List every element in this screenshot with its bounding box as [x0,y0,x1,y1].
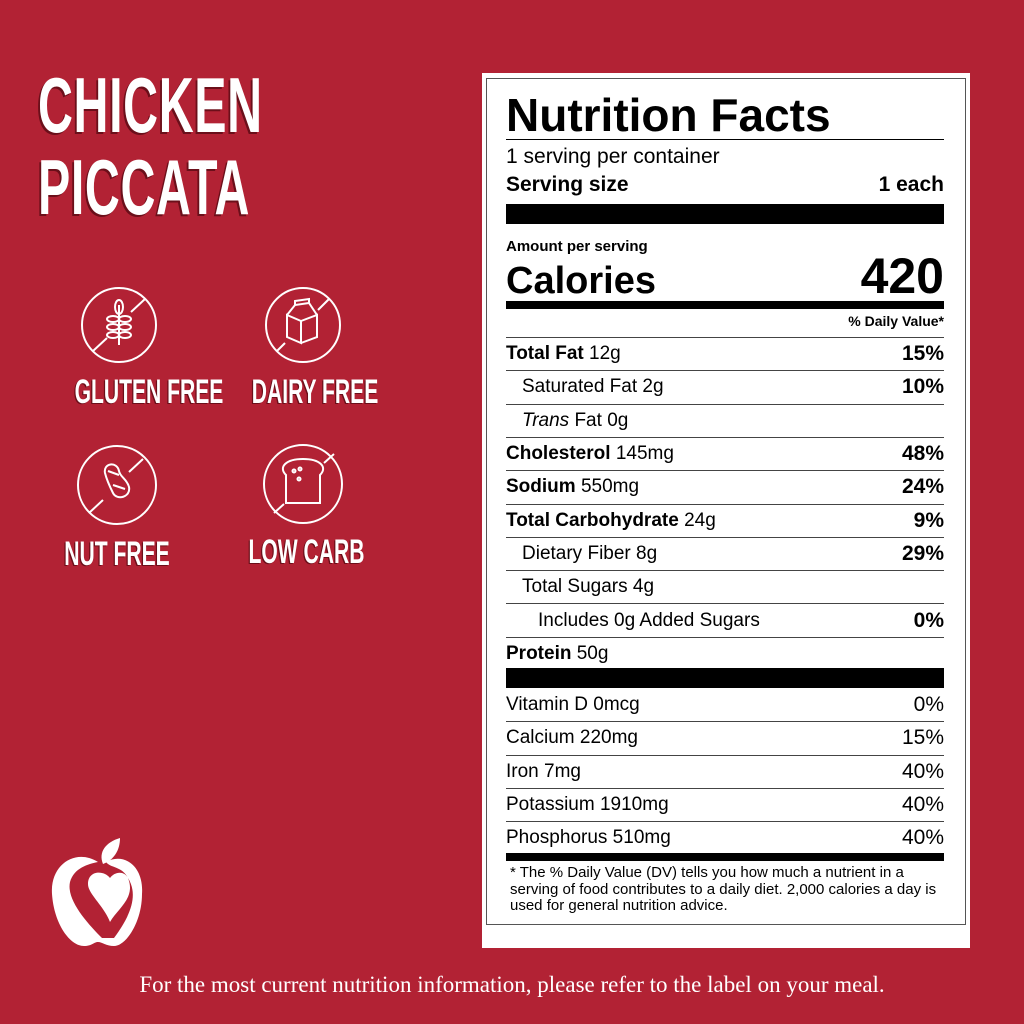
nutrition-facts-heading: Nutrition Facts [506,89,831,141]
product-title-line1: CHICKEN [38,61,263,149]
nutrient-name: Total Sugars 4g [506,576,654,598]
medium-divider [506,853,944,861]
badge-label: NUT FREE [64,535,170,573]
peanut-crossed-icon [77,445,157,525]
vitamin-row: Potassium 1910mg 40% [506,787,944,821]
nutrient-row: Protein 50g [506,636,944,670]
nutrient-amount: 0g [607,409,629,431]
nutrient-name: Protein 50g [506,643,608,665]
nutrient-name: Cholesterol 145mg [506,443,674,465]
nutrient-daily-value: 10% [901,375,944,399]
nutrient-row: Total Carbohydrate 24g 9% [506,503,944,537]
nutrient-name: Dietary Fiber 8g [506,543,657,565]
vitamin-daily-value: 40% [901,759,944,783]
servings-per-container: 1 serving per container [506,145,720,168]
nutrient-name: Sodium 550mg [506,476,639,498]
nutrient-row: Dietary Fiber 8g 29% [506,536,944,570]
nutrient-label: Sodium [506,476,576,498]
vitamin-name: Calcium 220mg [506,727,638,749]
vitamin-row: Phosphorus 510mg 40% [506,821,944,854]
nutrition-facts-panel: Nutrition Facts 1 serving per container … [482,73,970,948]
vitamin-name: Iron 7mg [506,760,581,782]
milk-carton-crossed-icon [265,287,341,363]
thick-divider [506,668,944,688]
nutrient-row: Saturated Fat 2g 10% [506,370,944,403]
vitamin-daily-value: 0% [913,692,944,716]
nutrient-name: Total Carbohydrate 24g [506,510,716,532]
vitamin-row: Iron 7mg 40% [506,754,944,788]
vitamin-row: Vitamin D 0mcg 0% [506,688,944,721]
nutrient-label: Total Carbohydrate [506,509,679,531]
vitamin-name: Potassium 1910mg [506,794,669,816]
thick-divider [506,301,944,309]
vitamin-name: Vitamin D 0mcg [506,693,640,715]
nutrient-daily-value: 9% [913,508,944,532]
nutrition-facts-label [486,78,966,925]
nutrient-amount: 8g [636,542,658,564]
nutrient-daily-value: 15% [901,342,944,366]
nutrient-label: Cholesterol [506,443,611,465]
nutrient-label: Total Sugars [522,576,628,598]
nutrient-label: Includes 0g Added Sugars [538,609,760,631]
amount-per-serving: Amount per serving [506,238,648,255]
calories-row: Calories 420 [506,247,944,305]
apple-heart-logo [51,838,143,946]
nutrient-daily-value: 29% [901,541,944,565]
calories-label: Calories [506,260,656,302]
vitamin-name: Phosphorus 510mg [506,827,671,849]
badge-low-carb: LOW CARB [213,443,393,572]
serving-size-row: Serving size 1 each [506,173,944,197]
vitamin-daily-value: 40% [901,793,944,817]
nutrient-label: Dietary Fiber [522,542,631,564]
badge-label: LOW CARB [248,533,365,571]
nutrient-name: Trans Fat 0g [506,410,628,432]
nutrient-label-suffix: Fat [574,409,602,431]
nutrient-row: Trans Fat 0g [506,403,944,437]
bread-crossed-icon [263,444,343,524]
divider [506,139,944,140]
nutrient-daily-value: 48% [901,442,944,466]
nutrient-label: Total Fat [506,343,584,365]
wheat-crossed-icon [81,287,157,363]
badge-label: GLUTEN FREE [74,373,224,411]
nutrient-daily-value: 0% [913,608,944,632]
badge-dairy-free: DAIRY FREE [213,285,393,412]
badge-gluten-free: GLUTEN FREE [29,285,223,412]
daily-value-header: % Daily Value* [848,313,944,329]
nutrient-row: Total Fat 12g 15% [506,337,944,370]
badge-label: DAIRY FREE [251,373,379,411]
nutrient-name: Includes 0g Added Sugars [506,610,760,632]
serving-size-value: 1 each [878,173,944,196]
footnote: * The % Daily Value (DV) tells you how m… [510,864,937,914]
nutrient-amount: 12g [589,343,621,365]
nutrient-amount: 50g [576,642,609,664]
nutrient-label: Trans [522,409,570,431]
serving-size-label: Serving size [506,173,629,196]
nutrient-amount: 4g [632,576,655,598]
nutrient-amount: 2g [642,376,664,398]
thick-divider [506,204,944,224]
nutrient-name: Saturated Fat 2g [506,376,664,398]
footer-disclaimer: For the most current nutrition informati… [139,972,885,997]
vitamin-daily-value: 40% [901,826,944,850]
nutrient-amount: 145mg [615,443,674,465]
nutrient-row: Cholesterol 145mg 48% [506,436,944,470]
nutrient-row: Total Sugars 4g [506,570,944,603]
nutrient-name: Total Fat 12g [506,343,621,365]
nutrient-row: Sodium 550mg 24% [506,470,944,503]
nutrient-amount: 550mg [580,476,640,498]
badge-nut-free: NUT FREE [27,443,207,574]
nutrient-label: Protein [506,642,572,664]
nutrient-amount: 24g [684,509,716,531]
nutrient-label: Saturated Fat [522,376,638,398]
vitamin-row: Calcium 220mg 15% [506,721,944,754]
calories-value: 420 [860,248,944,304]
product-title-line2: PICCATA [38,143,251,231]
nutrient-daily-value: 24% [901,475,944,499]
nutrient-row: Includes 0g Added Sugars 0% [506,603,944,636]
vitamin-daily-value: 15% [901,726,944,750]
